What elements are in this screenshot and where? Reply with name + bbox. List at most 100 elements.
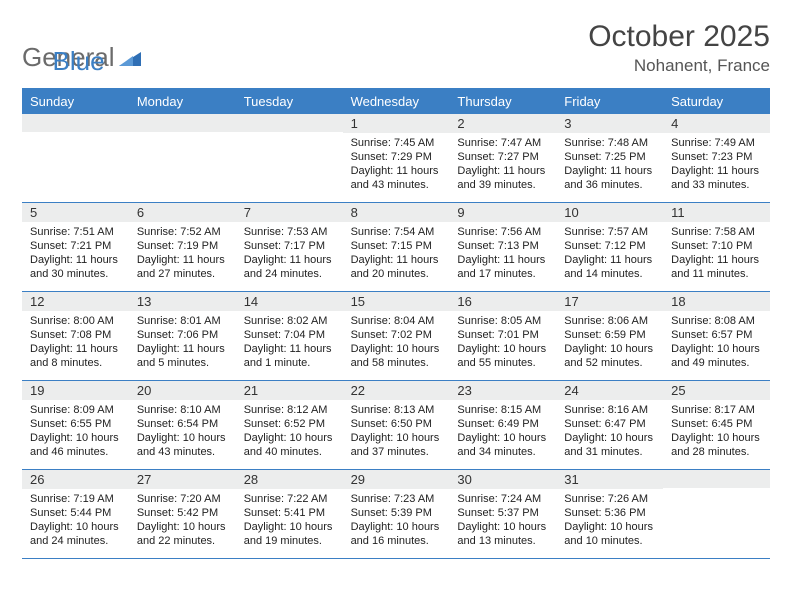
day-body: Sunrise: 8:09 AMSunset: 6:55 PMDaylight:… [22,400,129,464]
day-line: Sunrise: 8:02 AM [244,314,335,328]
day-line: and 19 minutes. [244,534,335,548]
day-body: Sunrise: 7:47 AMSunset: 7:27 PMDaylight:… [449,133,556,197]
day-line: Sunset: 5:39 PM [351,506,442,520]
day-number: 8 [343,203,450,222]
day-line: and 37 minutes. [351,445,442,459]
day-line: and 40 minutes. [244,445,335,459]
day-line: Sunset: 6:59 PM [564,328,655,342]
day-line: and 39 minutes. [457,178,548,192]
day-body [22,132,129,140]
day-line: Sunset: 5:36 PM [564,506,655,520]
day-number: 17 [556,292,663,311]
day-number: 27 [129,470,236,489]
day-line: Sunrise: 8:10 AM [137,403,228,417]
day-line: Sunset: 7:23 PM [671,150,762,164]
day-line: Sunrise: 7:24 AM [457,492,548,506]
day-line: Sunset: 6:50 PM [351,417,442,431]
day-line: Daylight: 10 hours [564,342,655,356]
day-body: Sunrise: 7:57 AMSunset: 7:12 PMDaylight:… [556,222,663,286]
location: Nohanent, France [588,56,770,76]
day-cell: 13Sunrise: 8:01 AMSunset: 7:06 PMDayligh… [129,292,236,380]
day-cell: 12Sunrise: 8:00 AMSunset: 7:08 PMDayligh… [22,292,129,380]
day-line: Sunset: 6:47 PM [564,417,655,431]
day-line: Daylight: 11 hours [244,253,335,267]
day-line: Daylight: 10 hours [351,520,442,534]
weekday-header: Sunday Monday Tuesday Wednesday Thursday… [22,90,770,114]
day-number: 9 [449,203,556,222]
day-number: 13 [129,292,236,311]
day-body: Sunrise: 8:06 AMSunset: 6:59 PMDaylight:… [556,311,663,375]
weekday-label: Wednesday [343,90,450,114]
day-line: Sunrise: 7:52 AM [137,225,228,239]
day-line: Sunrise: 7:53 AM [244,225,335,239]
day-line: and 11 minutes. [671,267,762,281]
day-number [129,114,236,132]
day-cell: 17Sunrise: 8:06 AMSunset: 6:59 PMDayligh… [556,292,663,380]
day-line: Sunrise: 7:26 AM [564,492,655,506]
day-line: and 14 minutes. [564,267,655,281]
day-number: 5 [22,203,129,222]
day-line: Sunrise: 7:58 AM [671,225,762,239]
day-body: Sunrise: 7:54 AMSunset: 7:15 PMDaylight:… [343,222,450,286]
day-line: Daylight: 11 hours [351,164,442,178]
day-body: Sunrise: 7:51 AMSunset: 7:21 PMDaylight:… [22,222,129,286]
day-line: Sunrise: 8:12 AM [244,403,335,417]
day-cell: 11Sunrise: 7:58 AMSunset: 7:10 PMDayligh… [663,203,770,291]
day-cell: 10Sunrise: 7:57 AMSunset: 7:12 PMDayligh… [556,203,663,291]
day-line: Sunset: 7:21 PM [30,239,121,253]
weeks-container: 1Sunrise: 7:45 AMSunset: 7:29 PMDaylight… [22,114,770,559]
brand-triangle-icon [119,48,141,71]
day-line: Sunset: 7:13 PM [457,239,548,253]
day-number [22,114,129,132]
calendar: Sunday Monday Tuesday Wednesday Thursday… [22,88,770,559]
day-line: Sunset: 7:04 PM [244,328,335,342]
day-cell: 14Sunrise: 8:02 AMSunset: 7:04 PMDayligh… [236,292,343,380]
day-line: and 30 minutes. [30,267,121,281]
day-number: 30 [449,470,556,489]
day-number: 25 [663,381,770,400]
day-body: Sunrise: 7:56 AMSunset: 7:13 PMDaylight:… [449,222,556,286]
day-number [236,114,343,132]
day-body: Sunrise: 7:45 AMSunset: 7:29 PMDaylight:… [343,133,450,197]
brand-part2: Blue [53,46,105,77]
day-line: and 27 minutes. [137,267,228,281]
day-line: Sunrise: 7:23 AM [351,492,442,506]
day-line: and 46 minutes. [30,445,121,459]
day-line: Daylight: 11 hours [137,342,228,356]
day-body: Sunrise: 8:08 AMSunset: 6:57 PMDaylight:… [663,311,770,375]
day-line: Daylight: 10 hours [137,431,228,445]
day-line: Sunrise: 8:17 AM [671,403,762,417]
day-line: and 52 minutes. [564,356,655,370]
day-cell: 5Sunrise: 7:51 AMSunset: 7:21 PMDaylight… [22,203,129,291]
week-row: 12Sunrise: 8:00 AMSunset: 7:08 PMDayligh… [22,292,770,381]
day-line: Sunset: 7:01 PM [457,328,548,342]
day-line: and 55 minutes. [457,356,548,370]
day-cell: 25Sunrise: 8:17 AMSunset: 6:45 PMDayligh… [663,381,770,469]
day-line: and 31 minutes. [564,445,655,459]
day-line: and 5 minutes. [137,356,228,370]
day-cell: 20Sunrise: 8:10 AMSunset: 6:54 PMDayligh… [129,381,236,469]
day-line: Sunset: 6:49 PM [457,417,548,431]
weekday-label: Friday [556,90,663,114]
day-number: 23 [449,381,556,400]
day-line: and 1 minute. [244,356,335,370]
title-block: October 2025 Nohanent, France [588,20,770,76]
day-line: Sunset: 6:55 PM [30,417,121,431]
day-cell: 19Sunrise: 8:09 AMSunset: 6:55 PMDayligh… [22,381,129,469]
day-line: Sunrise: 8:01 AM [137,314,228,328]
day-number: 29 [343,470,450,489]
day-cell [129,114,236,202]
day-line: Daylight: 10 hours [457,431,548,445]
day-line: Sunrise: 8:13 AM [351,403,442,417]
day-line: Daylight: 11 hours [137,253,228,267]
day-line: Daylight: 10 hours [244,520,335,534]
brand-logo: General Blue [22,20,105,73]
day-line: Sunset: 7:17 PM [244,239,335,253]
header: General Blue October 2025 Nohanent, Fran… [22,20,770,76]
day-body: Sunrise: 8:10 AMSunset: 6:54 PMDaylight:… [129,400,236,464]
day-line: Daylight: 10 hours [564,431,655,445]
day-line: and 43 minutes. [351,178,442,192]
day-cell: 8Sunrise: 7:54 AMSunset: 7:15 PMDaylight… [343,203,450,291]
day-line: Daylight: 11 hours [457,164,548,178]
day-line: Daylight: 10 hours [457,342,548,356]
